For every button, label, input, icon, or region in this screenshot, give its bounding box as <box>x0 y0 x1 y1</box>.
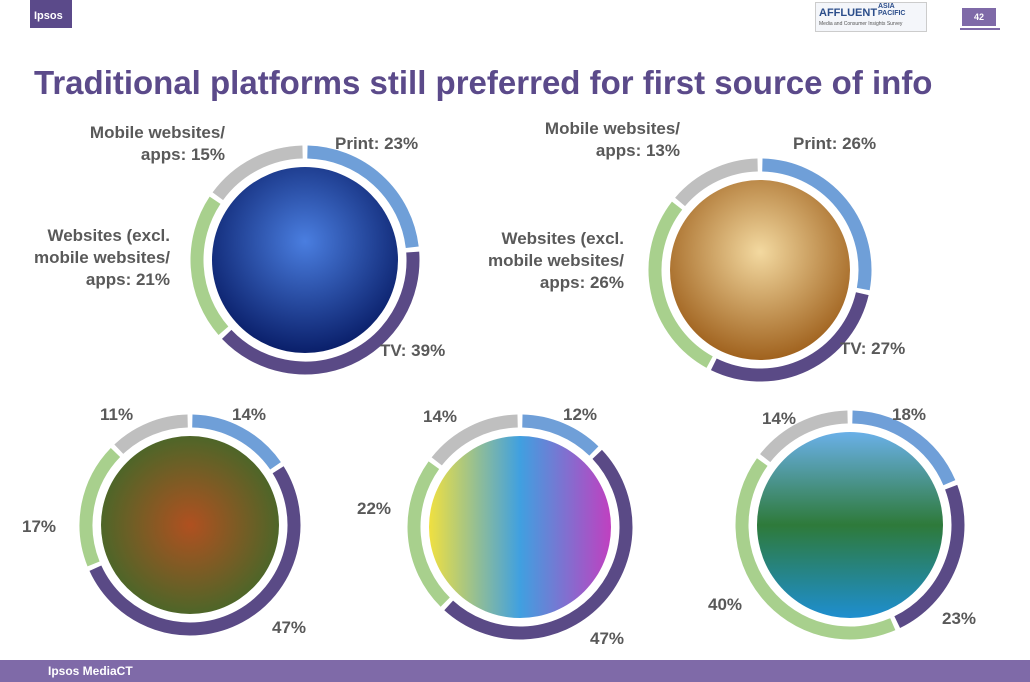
donut-segment <box>212 145 303 201</box>
value-label: 17% <box>22 517 57 536</box>
donut-segment <box>190 196 229 336</box>
photo <box>757 432 943 618</box>
value-label: Print: 23% <box>335 134 419 153</box>
donut-segment <box>710 292 869 382</box>
photo <box>429 436 611 618</box>
value-label: 14% <box>423 407 458 426</box>
photo <box>670 180 850 360</box>
value-label: 14% <box>232 405 267 424</box>
value-label: Print: 26% <box>793 134 877 153</box>
value-label: 23% <box>942 609 977 628</box>
donut-segment <box>114 414 188 455</box>
value-label: Mobile websites/ apps: 13% <box>544 119 680 160</box>
value-label: Websites (excl. mobile websites/ apps: 2… <box>487 229 624 292</box>
value-label: 47% <box>272 618 307 637</box>
value-label: 12% <box>563 405 598 424</box>
value-label: 14% <box>762 409 797 428</box>
logo: Ipsos <box>30 0 72 28</box>
rule <box>960 28 1000 30</box>
donut-segment <box>735 458 896 640</box>
value-label: 11% <box>100 405 134 424</box>
donut-segment <box>407 461 450 607</box>
footer: Ipsos MediaCT <box>48 664 133 678</box>
donut-segment <box>648 201 713 368</box>
donut-segment <box>89 466 301 636</box>
donut-segment <box>79 447 121 567</box>
brand-box: AFFLUENT ASIA PACIFIC Media and Consumer… <box>815 2 927 32</box>
donut-segment <box>307 145 419 249</box>
value-label: TV: 27% <box>840 339 906 358</box>
value-label: 18% <box>892 405 927 424</box>
donut-segment <box>760 410 848 463</box>
donut-segment <box>675 158 758 207</box>
region: ASIA PACIFIC <box>878 3 906 17</box>
page-title: Traditional platforms still preferred fo… <box>34 64 933 101</box>
donut-segment <box>522 414 599 456</box>
value-label: Websites (excl. mobile websites/ apps: 2… <box>33 226 170 289</box>
page-number: 42 <box>962 8 996 26</box>
donut-segment <box>192 414 281 470</box>
donut-segment <box>444 449 633 640</box>
donut-segment <box>894 484 965 628</box>
value-label: 22% <box>357 499 392 518</box>
donut-segment <box>762 158 872 291</box>
photo <box>101 436 279 614</box>
brand: AFFLUENT <box>819 7 878 19</box>
value-label: 40% <box>708 595 743 614</box>
donut-segment <box>221 251 420 375</box>
value-label: Mobile websites/ apps: 15% <box>89 123 225 164</box>
brand-subtitle: Media and Consumer Insights Survey <box>819 21 903 27</box>
value-label: TV: 39% <box>380 341 446 360</box>
footer-bar: Ipsos MediaCT <box>0 660 1030 682</box>
value-label: 47% <box>590 629 625 648</box>
donut-segment <box>431 414 518 466</box>
photo <box>212 167 398 353</box>
donut-segment <box>852 410 956 486</box>
